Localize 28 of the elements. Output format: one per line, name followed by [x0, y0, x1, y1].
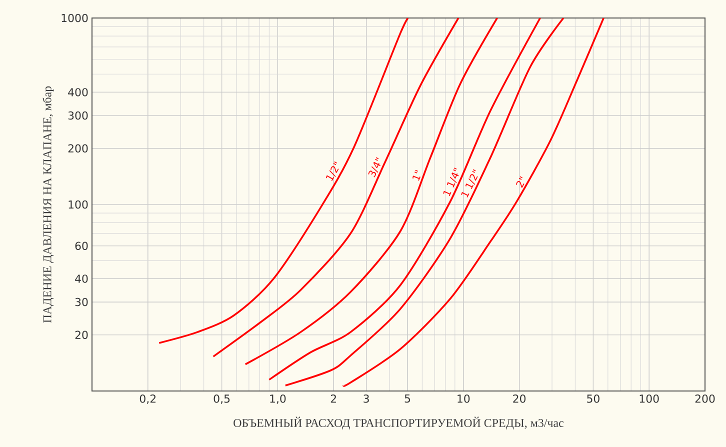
- x-tick-label: 2: [330, 394, 336, 403]
- x-tick-label: 10: [458, 394, 470, 403]
- y-axis-title: ПАДЕНИЕ ДАВЛЕНИЯ НА КЛАПАНЕ, мбар: [42, 86, 54, 323]
- x-tick-label: 50: [587, 394, 600, 403]
- text: 1 1/4": [443, 168, 459, 196]
- x-tick-label: 1,0: [270, 394, 286, 404]
- y-tick-label: 30: [75, 298, 88, 306]
- text: 1 1/2": [461, 169, 478, 198]
- x-tick-label: 20: [513, 394, 526, 403]
- x-tick-label: 0,2: [140, 394, 156, 404]
- text: 1": [412, 170, 420, 181]
- y-tick-label: 200: [68, 144, 88, 153]
- text: 2": [516, 176, 524, 188]
- y-tick-label: 400: [68, 88, 88, 96]
- y-tick-label: 20: [75, 330, 88, 340]
- y-tick-label: 1000: [62, 14, 88, 22]
- y-tick-label: 300: [68, 111, 88, 120]
- y-tick-label: 60: [75, 242, 88, 250]
- text: 3/4": [368, 157, 380, 178]
- x-axis-title: ОБЪЕМНЫЙ РАСХОД ТРАНСПОРТИРУЕМОЙ СРЕДЫ, м3/час: [234, 416, 564, 430]
- y-tick-label: 100: [68, 200, 88, 209]
- x-tick-label: 200: [695, 394, 715, 403]
- y-tick-label: 40: [75, 274, 88, 283]
- text: 1/2": [326, 161, 339, 182]
- x-tick-label: 3: [364, 394, 369, 403]
- x-tick-label: 100: [640, 394, 659, 403]
- x-tick-label: 5: [404, 394, 410, 403]
- x-tick-label: 0,5: [214, 394, 230, 404]
